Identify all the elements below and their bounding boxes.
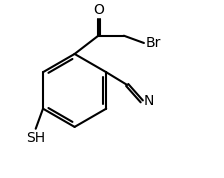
Text: SH: SH	[26, 131, 45, 145]
Text: O: O	[93, 3, 104, 17]
Text: N: N	[143, 94, 154, 108]
Text: Br: Br	[145, 36, 161, 50]
